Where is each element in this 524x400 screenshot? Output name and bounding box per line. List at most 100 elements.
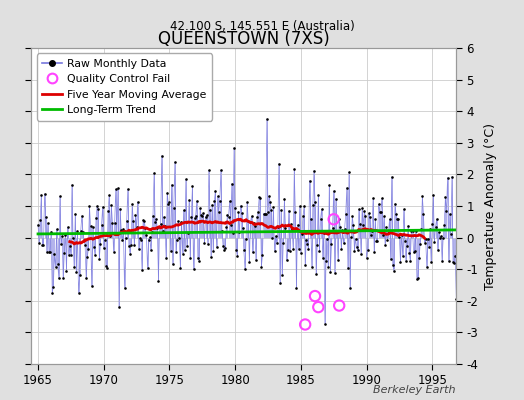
Point [183, 242, 191, 249]
Point [129, 218, 137, 224]
Point [392, 211, 400, 217]
Point [382, 224, 390, 230]
Point [97, 222, 106, 228]
Point [111, 220, 119, 226]
Point [322, 258, 330, 264]
Point [390, 268, 398, 274]
Point [77, 228, 85, 234]
Point [381, 242, 389, 248]
Point [379, 232, 387, 238]
Point [161, 223, 169, 230]
Point [195, 258, 203, 264]
Point [245, 259, 254, 266]
Point [419, 210, 428, 217]
Point [63, 224, 72, 230]
Point [179, 207, 188, 213]
Point [162, 255, 170, 262]
Point [302, 237, 311, 243]
Point [88, 283, 96, 289]
Point [130, 242, 138, 248]
Point [238, 225, 247, 231]
Point [353, 244, 361, 251]
Point [280, 196, 289, 202]
Point [412, 228, 420, 234]
Point [417, 226, 425, 232]
Point [346, 285, 354, 292]
Point [80, 237, 88, 243]
Point [205, 167, 213, 174]
Point [46, 248, 54, 255]
Point [201, 214, 210, 220]
Point [213, 193, 222, 200]
Point [248, 249, 257, 256]
Y-axis label: Temperature Anomaly (°C): Temperature Anomaly (°C) [484, 122, 497, 290]
Point [239, 247, 248, 254]
Point [135, 246, 143, 252]
Point [258, 252, 267, 258]
Point [269, 204, 278, 210]
Point [256, 195, 265, 201]
Point [301, 321, 309, 328]
Point [309, 202, 317, 208]
Point [123, 218, 131, 224]
Point [177, 218, 185, 225]
Point [69, 234, 77, 241]
Point [243, 199, 252, 206]
Point [335, 302, 343, 309]
Point [122, 234, 130, 241]
Point [323, 236, 331, 242]
Point [259, 210, 268, 217]
Point [368, 228, 376, 234]
Point [397, 232, 406, 238]
Point [450, 260, 458, 266]
Point [59, 275, 68, 282]
Point [114, 185, 122, 191]
Point [316, 216, 325, 222]
Point [310, 168, 318, 174]
Point [210, 198, 219, 204]
Point [416, 241, 424, 247]
Point [149, 212, 157, 219]
Point [178, 251, 187, 257]
Point [99, 204, 107, 210]
Point [291, 209, 300, 215]
Point [188, 183, 196, 189]
Point [452, 296, 461, 302]
Point [51, 264, 60, 270]
Point [242, 236, 250, 242]
Point [165, 199, 173, 206]
Point [347, 234, 355, 240]
Point [212, 244, 221, 250]
Point [329, 225, 337, 231]
Point [345, 169, 353, 176]
Point [40, 190, 49, 197]
Point [83, 254, 92, 260]
Point [391, 200, 399, 207]
Point [92, 215, 100, 221]
Point [54, 275, 63, 282]
Point [233, 253, 242, 259]
Point [41, 214, 50, 220]
Point [190, 215, 199, 221]
Point [182, 176, 190, 182]
Point [81, 242, 89, 248]
Point [303, 241, 312, 248]
Point [355, 206, 363, 213]
Point [73, 228, 82, 234]
Point [115, 304, 123, 310]
Point [288, 226, 296, 232]
Point [103, 265, 111, 271]
Point [430, 238, 439, 245]
Point [440, 221, 449, 228]
Point [189, 266, 198, 272]
Point [426, 226, 434, 232]
Point [82, 275, 90, 282]
Point [108, 220, 117, 226]
Point [137, 237, 145, 243]
Point [222, 224, 231, 230]
Point [36, 217, 45, 224]
Point [428, 220, 436, 227]
Point [116, 206, 124, 212]
Point [377, 209, 385, 216]
Point [148, 228, 156, 235]
